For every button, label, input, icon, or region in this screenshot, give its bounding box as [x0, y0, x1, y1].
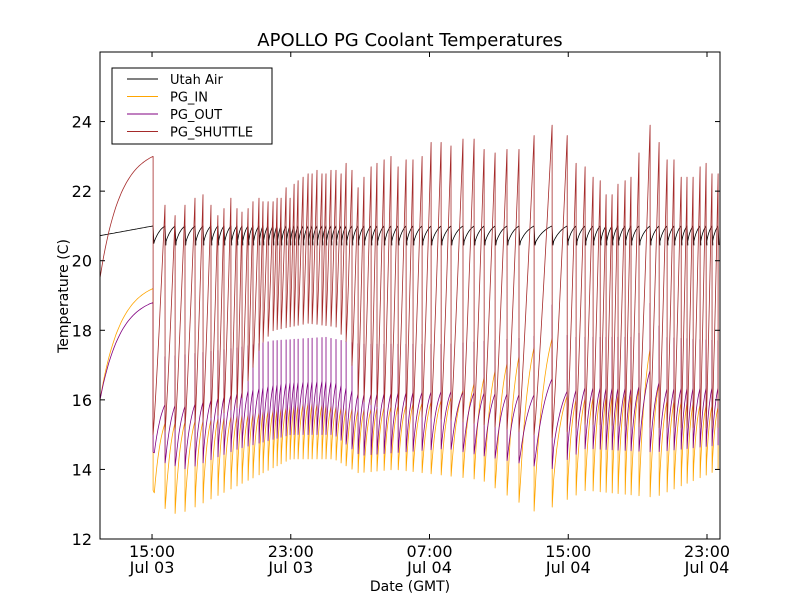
series-layer	[100, 124, 720, 514]
series-line-utah-air	[100, 225, 720, 246]
plot-frame	[99, 51, 721, 540]
x-tick-label-time: 15:00	[545, 542, 591, 561]
y-tick-label: 12	[72, 530, 92, 549]
y-tick-label: 20	[72, 252, 92, 271]
series-line-pg-in	[100, 288, 719, 514]
legend: Utah Air PG_IN PG_OUT PG_SHUTTLE	[111, 67, 273, 145]
legend-label: PG_IN	[170, 91, 208, 106]
y-axis: 12 14 16 18 20 22 24	[72, 113, 720, 549]
y-tick-label: 22	[72, 182, 92, 201]
series-line-pg-shuttle	[100, 124, 719, 438]
x-tick-label-time: 15:00	[129, 542, 175, 561]
y-tick-label: 18	[72, 321, 92, 340]
x-tick-label-date: Jul 04	[545, 558, 591, 577]
legend-label: PG_OUT	[170, 108, 222, 123]
y-tick-label: 24	[72, 113, 92, 132]
x-tick-label-date: Jul 03	[129, 558, 175, 577]
chart-title: APOLLO PG Coolant Temperatures	[257, 30, 562, 51]
y-tick-label: 14	[72, 460, 92, 479]
x-axis-label: Date (GMT)	[370, 579, 450, 595]
x-tick-label-time: 23:00	[684, 542, 730, 561]
x-tick-label-time: 07:00	[406, 542, 452, 561]
y-tick-label: 16	[72, 391, 92, 410]
x-tick-label-time: 23:00	[268, 542, 314, 561]
legend-label: Utah Air	[170, 73, 223, 88]
x-tick-label-date: Jul 03	[267, 558, 313, 577]
y-axis-label: Temperature (C)	[56, 239, 72, 354]
series-line-pg-out	[100, 302, 719, 470]
x-tick-label-date: Jul 04	[684, 558, 730, 577]
legend-label: PG_SHUTTLE	[170, 126, 253, 141]
x-tick-label-date: Jul 04	[406, 558, 452, 577]
